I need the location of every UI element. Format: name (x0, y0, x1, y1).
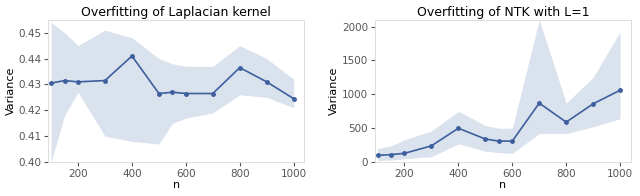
Title: Overfitting of Laplacian kernel: Overfitting of Laplacian kernel (81, 5, 271, 19)
X-axis label: n: n (173, 181, 180, 191)
Y-axis label: Variance: Variance (6, 67, 15, 115)
Title: Overfitting of NTK with L=1: Overfitting of NTK with L=1 (417, 5, 589, 19)
X-axis label: n: n (499, 181, 506, 191)
Y-axis label: Variance: Variance (329, 67, 339, 115)
